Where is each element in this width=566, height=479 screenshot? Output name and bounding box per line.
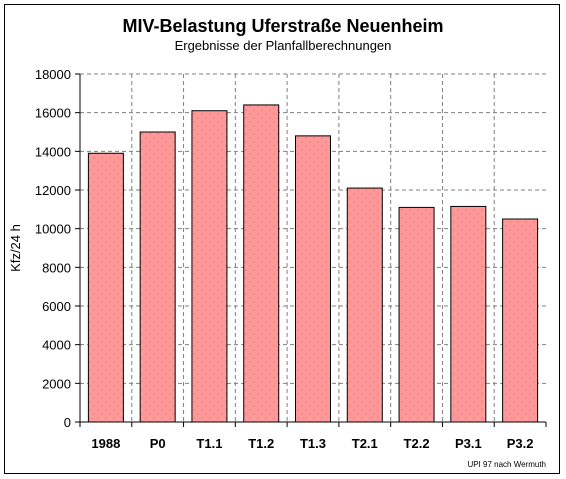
y-tick-label: 2000: [42, 376, 71, 391]
x-tick-label: P3.2: [507, 436, 534, 451]
chart-subtitle: Ergebnisse der Planfallberechnungen: [175, 38, 392, 53]
x-tick-label: T1.2: [248, 436, 274, 451]
y-tick-labels: 0 2000 4000 6000 8000 10000 12000 14000 16000 180…: [35, 67, 71, 430]
bars: [87, 104, 539, 423]
bar-T1.3: [295, 135, 331, 423]
bar-T2.1: [346, 187, 383, 423]
x-tick-label: P3.1: [455, 436, 482, 451]
x-tick-label: T1.3: [300, 436, 326, 451]
x-tick-label: T2.1: [352, 436, 378, 451]
y-tick-label: 4000: [42, 338, 71, 353]
bar-T1.2: [243, 104, 280, 423]
bar-T2.2: [398, 206, 435, 423]
bar-P3.2: [502, 218, 539, 423]
y-tick-label: 16000: [35, 106, 71, 121]
y-axis-label: Kfz/24 h: [8, 224, 23, 272]
bar-P0: [139, 131, 176, 423]
chart-title: MIV-Belastung Uferstraße Neuenheim: [122, 16, 443, 36]
bar-T1.1: [191, 110, 228, 423]
bar-1988: [87, 152, 124, 423]
y-tick-label: 0: [64, 415, 71, 430]
y-tick-label: 18000: [35, 67, 71, 82]
y-tick-label: 14000: [35, 144, 71, 159]
x-tick-label: T2.2: [404, 436, 430, 451]
axes: [75, 73, 547, 427]
x-tick-label: 1988: [91, 436, 120, 451]
y-tick-label: 6000: [42, 299, 71, 314]
y-tick-label: 12000: [35, 183, 71, 198]
y-tick-label: 8000: [42, 260, 71, 275]
y-tick-label: 10000: [35, 222, 71, 237]
x-tick-label: T1.1: [196, 436, 222, 451]
x-tick-label: P0: [150, 436, 166, 451]
source-credit: UPI 97 nach Wermuth: [467, 460, 546, 469]
x-tick-labels: 1988 P0 T1.1 T1.2 T1.3 T2.1 T2.2 P3.1 P3.2: [91, 436, 533, 451]
bar-P3.1: [450, 205, 487, 423]
